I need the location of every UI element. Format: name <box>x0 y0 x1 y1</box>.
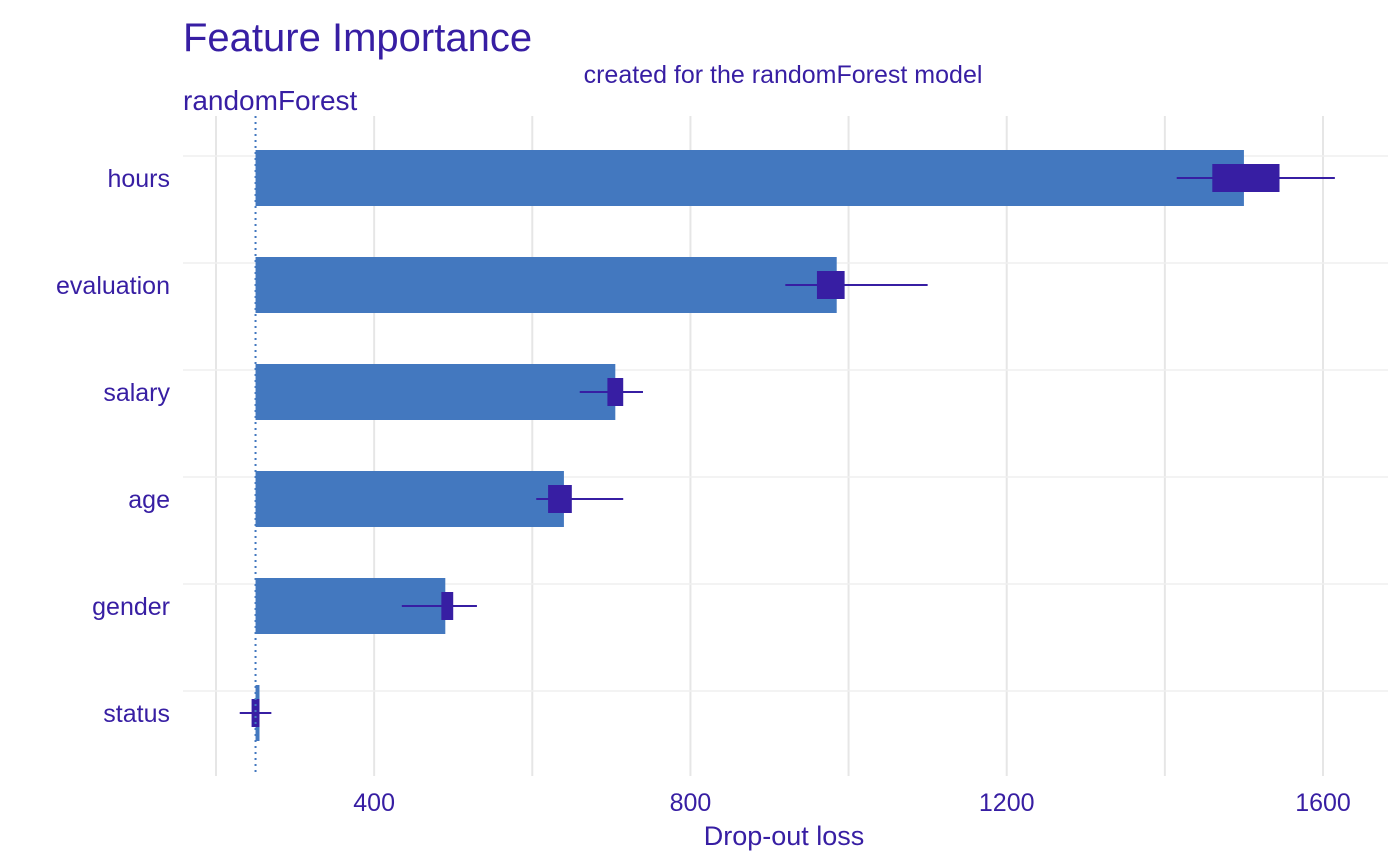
y-tick-label-gender: gender <box>92 593 170 621</box>
bar-salary <box>255 364 616 420</box>
box-status <box>251 699 260 727</box>
chart-subtitle: created for the randomForest model <box>584 61 983 89</box>
box-evaluation <box>816 271 845 299</box>
chart-title: Feature Importance <box>183 16 532 60</box>
y-tick-label-status: status <box>103 700 170 728</box>
y-tick-label-age: age <box>128 486 170 514</box>
box-hours <box>1212 164 1280 192</box>
x-tick-label: 400 <box>353 789 395 817</box>
box-gender <box>441 592 454 620</box>
panel-label: randomForest <box>183 85 358 116</box>
x-tick-label: 1200 <box>979 789 1035 817</box>
y-axis-labels: hours evaluation salary age gender status <box>56 165 170 728</box>
bar-evaluation <box>255 257 837 313</box>
y-tick-label-salary: salary <box>103 379 170 407</box>
y-tick-label-evaluation: evaluation <box>56 272 170 300</box>
grid-lines <box>183 116 1388 776</box>
box-age <box>548 485 572 513</box>
boxplots <box>239 164 1335 727</box>
box-salary <box>607 378 624 406</box>
bar-age <box>255 471 564 527</box>
y-tick-label-hours: hours <box>107 165 170 193</box>
x-axis-title: Drop-out loss <box>704 821 865 851</box>
bars <box>255 150 1244 741</box>
bar-hours <box>255 150 1244 206</box>
x-axis-labels: 400 800 1200 1600 <box>353 789 1351 817</box>
x-tick-label: 800 <box>670 789 712 817</box>
x-tick-label: 1600 <box>1295 789 1351 817</box>
